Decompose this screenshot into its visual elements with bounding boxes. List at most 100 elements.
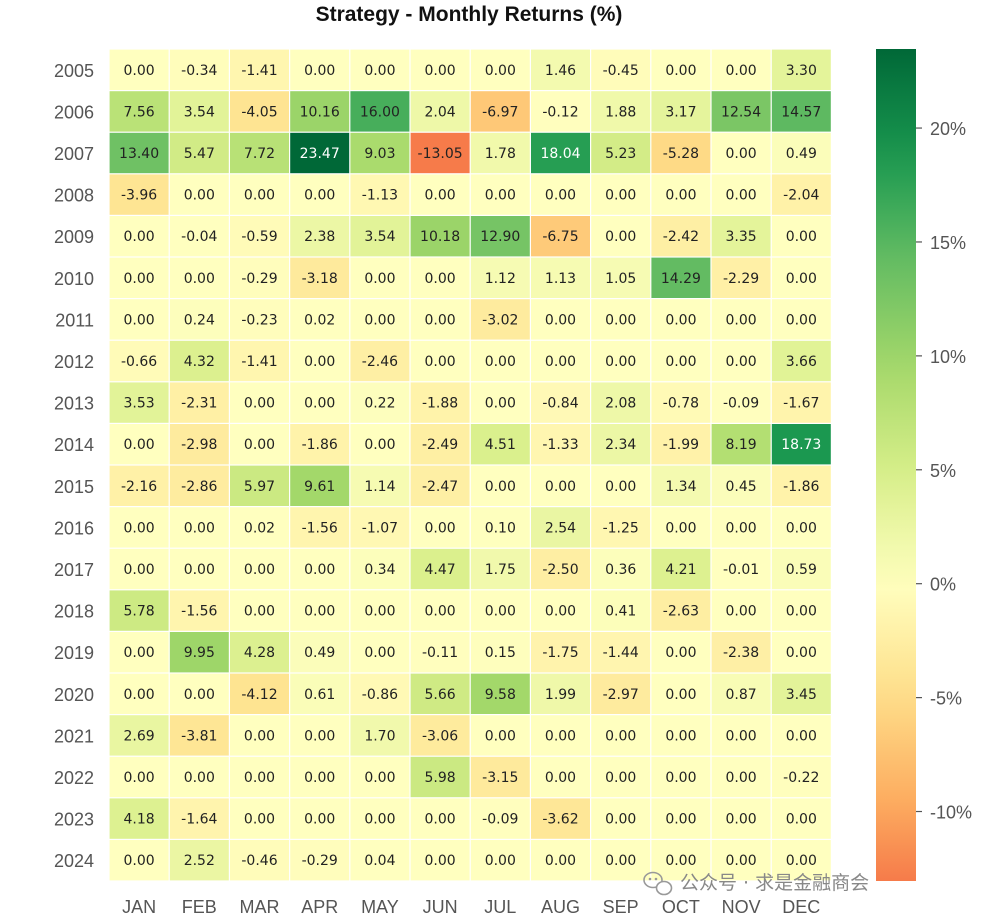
heatmap-cell: [109, 673, 169, 714]
cell-value-label: 1.05: [605, 271, 636, 287]
colorbar-tick-label: 5%: [930, 461, 956, 481]
cell-value-label: -0.84: [542, 396, 578, 412]
cell-value-label: 0.15: [485, 645, 516, 661]
heatmap-cell: [711, 132, 771, 174]
cell-value-label: -1.56: [181, 604, 217, 620]
heatmap-cell: [531, 465, 590, 506]
wechat-icon: [643, 871, 673, 896]
heatmap-cell: [651, 49, 711, 90]
heatmap-cell: [230, 798, 289, 839]
cell-value-label: 0.00: [726, 520, 757, 536]
heatmap-cell: [109, 257, 169, 298]
cell-value-label: -4.12: [241, 687, 277, 703]
cell-value-label: 1.34: [665, 479, 696, 495]
cell-value-label: 0.00: [786, 728, 817, 744]
cell-value-label: 0.00: [425, 354, 456, 370]
heatmap-cell: [711, 673, 771, 714]
cell-value-label: 0.00: [184, 770, 215, 786]
heatmap-cell: [651, 216, 711, 257]
cell-value-label: 0.00: [485, 354, 516, 370]
cell-value-label: 0.00: [244, 812, 275, 828]
cell-value-label: -2.47: [422, 479, 458, 495]
heatmap-cell: [711, 632, 771, 673]
cell-value-label: 1.88: [605, 104, 636, 120]
heatmap-cell: [109, 49, 169, 90]
cell-value-label: -2.42: [663, 229, 699, 245]
heatmap-cell: [531, 507, 590, 548]
cell-value-label: 0.00: [425, 63, 456, 79]
heatmap-cell: [591, 590, 651, 631]
cell-value-label: 14.57: [781, 104, 821, 120]
heatmap-cell: [410, 257, 470, 298]
cell-value-label: 0.00: [485, 188, 516, 204]
cell-value-label: 9.03: [364, 146, 395, 162]
cell-value-label: -0.86: [362, 687, 398, 703]
cell-value-label: 0.00: [605, 812, 636, 828]
heatmap-cell: [350, 798, 410, 839]
heatmap-cell: [771, 548, 831, 590]
heatmap-cell: [350, 507, 410, 548]
cell-value-label: -2.97: [603, 687, 639, 703]
heatmap-cell: [651, 756, 711, 798]
cell-value-label: 0.00: [786, 271, 817, 287]
heatmap-cell: [470, 632, 530, 673]
heatmap-cell: [109, 299, 169, 340]
heatmap-cell: [651, 715, 711, 756]
cell-value-label: 0.00: [425, 271, 456, 287]
heatmap-cell: [230, 382, 289, 423]
heatmap-cell: [290, 174, 350, 215]
cell-value-label: -2.46: [362, 354, 398, 370]
column-label-month: JAN: [122, 897, 156, 917]
cell-value-label: 13.40: [119, 146, 159, 162]
heatmap-cell: [290, 590, 350, 631]
heatmap-cell: [290, 756, 350, 798]
cell-value-label: 8.19: [726, 437, 757, 453]
heatmap-cell: [169, 382, 229, 423]
cell-value-label: 0.00: [304, 562, 335, 578]
row-label-year: 2006: [54, 102, 94, 122]
heatmap-cell: [230, 840, 289, 881]
heatmap-cell: [169, 424, 229, 465]
heatmap-cell: [169, 673, 229, 714]
cell-value-label: -0.23: [241, 312, 277, 328]
heatmap-cell: [410, 132, 470, 174]
heatmap-cell: [711, 382, 771, 423]
heatmap-cell: [169, 756, 229, 798]
cell-value-label: 0.00: [786, 812, 817, 828]
cell-value-label: 0.00: [786, 229, 817, 245]
cell-value-label: -6.97: [482, 104, 518, 120]
heatmap-cell: [711, 548, 771, 590]
cell-value-label: 1.46: [545, 63, 576, 79]
heatmap-cell: [771, 673, 831, 714]
cell-value-label: 0.00: [124, 770, 155, 786]
cell-value-label: -3.96: [121, 188, 157, 204]
heatmap-cell: [410, 424, 470, 465]
heatmap-cell: [290, 91, 350, 132]
heatmap-cell: [591, 382, 651, 423]
cell-value-label: 5.78: [124, 604, 155, 620]
cell-value-label: -3.02: [482, 312, 518, 328]
heatmap-cell: [230, 299, 289, 340]
cell-value-label: -0.46: [241, 853, 277, 869]
heatmap-cell: [711, 257, 771, 298]
row-label-year: 2015: [54, 477, 94, 497]
cell-value-label: 2.04: [425, 104, 456, 120]
heatmap-cell: [711, 715, 771, 756]
row-label-year: 2018: [54, 602, 94, 622]
cell-value-label: 3.54: [364, 229, 395, 245]
heatmap-cell: [531, 174, 590, 215]
cell-value-label: 0.00: [304, 63, 335, 79]
heatmap-cell: [651, 590, 711, 631]
heatmap-cell: [410, 340, 470, 382]
heatmap-cell: [470, 382, 530, 423]
cell-value-label: 0.00: [665, 728, 696, 744]
cell-value-label: -2.98: [181, 437, 217, 453]
cell-value-label: 0.00: [485, 604, 516, 620]
heatmap-cell: [109, 715, 169, 756]
heatmap-cell: [470, 132, 530, 174]
heatmap-cell: [531, 382, 590, 423]
cell-value-label: 0.00: [545, 853, 576, 869]
cell-value-label: 5.66: [425, 687, 456, 703]
heatmap-cell: [350, 174, 410, 215]
